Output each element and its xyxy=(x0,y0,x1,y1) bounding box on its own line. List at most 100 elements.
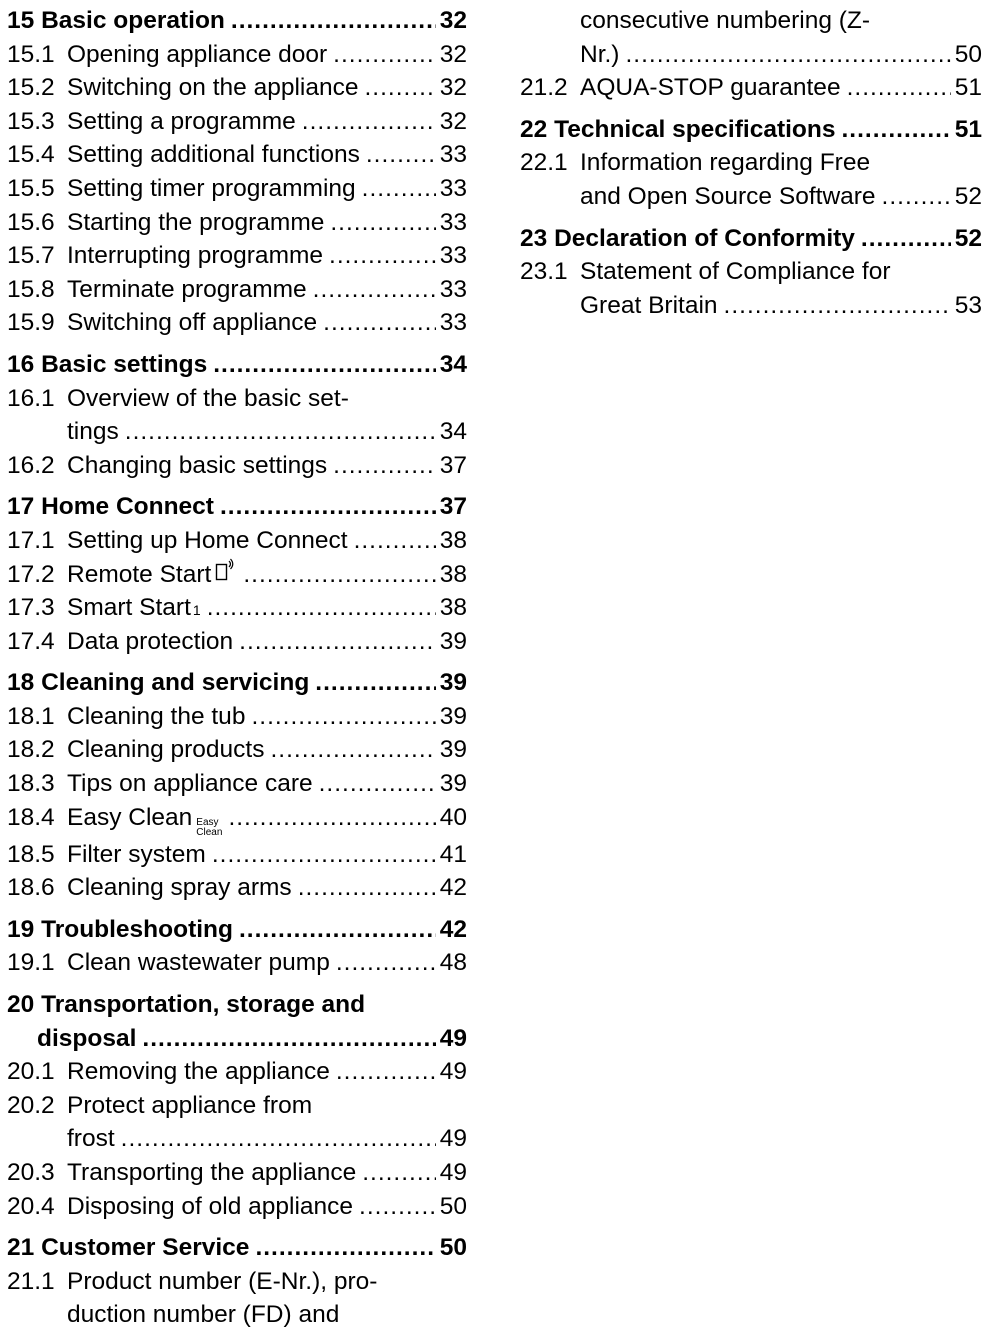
toc-section-entry[interactable]: and Open Source Software 52 xyxy=(520,180,982,214)
toc-section-entry[interactable]: 15.5 Setting timer programming 33 xyxy=(7,172,467,206)
chapter-title: Cleaning and servicing xyxy=(41,669,310,697)
toc-section-entry[interactable]: 15.4 Setting additional functions 33 xyxy=(7,138,467,172)
section-title: Cleaning the tub xyxy=(67,702,246,730)
chapter-number: 17 xyxy=(7,493,35,521)
toc-section-entry[interactable]: frost 49 xyxy=(7,1122,467,1156)
toc-column-right: consecutive numbering (Z- Nr.) 50 21.2 AQUA-… xyxy=(520,4,982,322)
toc-section-entry[interactable]: 20.3 Transporting the appliance 49 xyxy=(7,1156,467,1190)
dot-leader xyxy=(239,625,436,659)
section-title: Transporting the appliance xyxy=(67,1159,357,1186)
toc-section-entry[interactable]: 18.6 Cleaning spray arms 42 xyxy=(7,871,467,905)
section-number: 21.1 xyxy=(7,1267,55,1295)
toc-section-entry[interactable]: 17.4 Data protection 39 xyxy=(7,625,467,659)
toc-section-entry[interactable]: 15.8 Terminate programme 33 xyxy=(7,273,467,307)
toc-section-entry[interactable]: 15.1 Opening appliance door 32 xyxy=(7,38,467,72)
section-title: consecutive numbering (Z- xyxy=(580,7,871,34)
section-number: 23.1 xyxy=(520,258,568,286)
page-number: 52 xyxy=(954,182,982,210)
dot-leader xyxy=(255,1231,435,1265)
section-number: 15.7 xyxy=(7,242,55,270)
page-number: 32 xyxy=(439,74,467,102)
toc-section-entry[interactable]: 15.3 Setting a programme 32 xyxy=(7,105,467,139)
toc-section-entry[interactable]: 16.1 Overview of the basic set- xyxy=(7,382,467,416)
section-title: frost xyxy=(67,1125,115,1153)
easy-clean-icon: Easy Clean xyxy=(196,816,223,838)
section-number: 20.2 xyxy=(7,1091,55,1119)
page-number: 37 xyxy=(439,451,467,479)
section-number: 15.3 xyxy=(7,107,55,135)
toc-section-entry[interactable]: 17.1 Setting up Home Connect 38 xyxy=(7,524,467,558)
section-title: Changing basic settings xyxy=(67,451,328,479)
toc-section-entry[interactable]: 16.2 Changing basic settings 37 xyxy=(7,449,467,483)
section-title: Protect appliance from xyxy=(67,1091,313,1119)
page-number: 39 xyxy=(439,736,467,764)
toc-section-entry[interactable]: tings 34 xyxy=(7,415,467,449)
page-number: 49 xyxy=(439,1159,467,1186)
toc-section-entry[interactable]: 21.1 Product number (E-Nr.), pro- xyxy=(7,1265,467,1299)
page-number: 51 xyxy=(954,74,982,102)
page-number: 52 xyxy=(954,224,982,252)
toc-section-entry[interactable]: 18.2 Cleaning products 39 xyxy=(7,733,467,767)
toc-section-entry[interactable]: Nr.) 50 xyxy=(520,38,982,72)
page-number: 34 xyxy=(439,418,467,446)
section-number: 16.1 xyxy=(7,384,55,412)
toc-section-entry[interactable]: 20.1 Removing the appliance 49 xyxy=(7,1055,467,1089)
page-number: 32 xyxy=(439,7,467,34)
section-title: Overview of the basic set- xyxy=(67,384,349,412)
toc-chapter-entry[interactable]: 17 Home Connect 37 xyxy=(7,490,467,524)
toc-section-entry[interactable]: consecutive numbering (Z- xyxy=(520,4,982,38)
dot-leader xyxy=(213,348,436,382)
section-title: and Open Source Software xyxy=(580,182,876,210)
toc-chapter-entry[interactable]: 23 Declaration of Conformity 52 xyxy=(520,222,982,256)
page-number: 38 xyxy=(439,594,467,622)
section-number: 15.9 xyxy=(7,309,55,337)
dot-leader xyxy=(302,105,436,139)
toc-section-entry[interactable]: 20.2 Protect appliance from xyxy=(7,1089,467,1123)
toc-section-entry[interactable]: 18.1 Cleaning the tub 39 xyxy=(7,700,467,734)
toc-section-entry[interactable]: 15.6 Starting the programme 33 xyxy=(7,206,467,240)
section-title: Opening appliance door xyxy=(67,40,328,68)
toc-section-entry[interactable]: 15.9 Switching off appliance 33 xyxy=(7,306,467,340)
section-number: 16.2 xyxy=(7,451,55,479)
section-number: 20.4 xyxy=(7,1192,55,1220)
toc-chapter-entry[interactable]: 19 Troubleshooting 42 xyxy=(7,913,467,947)
page-number: 53 xyxy=(954,291,982,319)
section-title: Clean wastewater pump xyxy=(67,949,330,977)
dot-leader xyxy=(220,490,436,524)
chapter-title: disposal xyxy=(37,1024,137,1052)
page-number: 42 xyxy=(439,874,467,902)
dot-leader xyxy=(313,273,436,307)
toc-chapter-entry[interactable]: 16 Basic settings 34 xyxy=(7,348,467,382)
toc-section-entry[interactable]: 19.1 Clean wastewater pump 48 xyxy=(7,946,467,980)
toc-section-entry[interactable]: 21.2 AQUA-STOP guarantee 51 xyxy=(520,71,982,105)
toc-section-entry[interactable]: duction number (FD) and xyxy=(7,1298,467,1332)
toc-section-entry[interactable]: 23.1 Statement of Compliance for xyxy=(520,255,982,289)
toc-chapter-entry[interactable]: disposal 49 xyxy=(7,1022,467,1056)
toc-section-entry[interactable]: 18.3 Tips on appliance care 39 xyxy=(7,767,467,801)
section-title: Great Britain xyxy=(580,291,718,319)
toc-section-entry[interactable]: 22.1 Information regarding Free xyxy=(520,146,982,180)
page-number: 49 xyxy=(439,1058,467,1086)
chapter-number: 18 xyxy=(7,669,35,697)
dot-leader xyxy=(270,733,435,767)
toc-chapter-entry[interactable]: 22 Technical specifications 51 xyxy=(520,113,982,147)
dot-leader xyxy=(847,71,951,105)
toc-section-entry[interactable]: 15.7 Interrupting programme 33 xyxy=(7,239,467,273)
toc-chapter-entry[interactable]: 18 Cleaning and servicing 39 xyxy=(7,666,467,700)
toc-chapter-entry[interactable]: 20 Transportation, storage and xyxy=(7,988,467,1022)
dot-leader xyxy=(366,138,436,172)
dot-leader xyxy=(724,289,951,323)
toc-section-entry[interactable]: 18.5 Filter system 41 xyxy=(7,838,467,872)
toc-section-entry[interactable]: 15.2 Switching on the appliance 32 xyxy=(7,71,467,105)
toc-chapter-entry[interactable]: 15 Basic operation 32 xyxy=(7,4,467,38)
page-number: 38 xyxy=(439,560,467,588)
page-number: 32 xyxy=(439,40,467,68)
toc-section-entry[interactable]: Great Britain 53 xyxy=(520,289,982,323)
toc-section-entry[interactable]: 20.4 Disposing of old appliance 50 xyxy=(7,1190,467,1224)
toc-chapter-entry[interactable]: 21 Customer Service 50 xyxy=(7,1231,467,1265)
toc-section-entry[interactable]: 17.2 Remote Start 38 xyxy=(7,558,467,592)
section-title: Product number (E-Nr.), pro- xyxy=(67,1267,378,1295)
chapter-title: Home Connect xyxy=(41,493,214,521)
